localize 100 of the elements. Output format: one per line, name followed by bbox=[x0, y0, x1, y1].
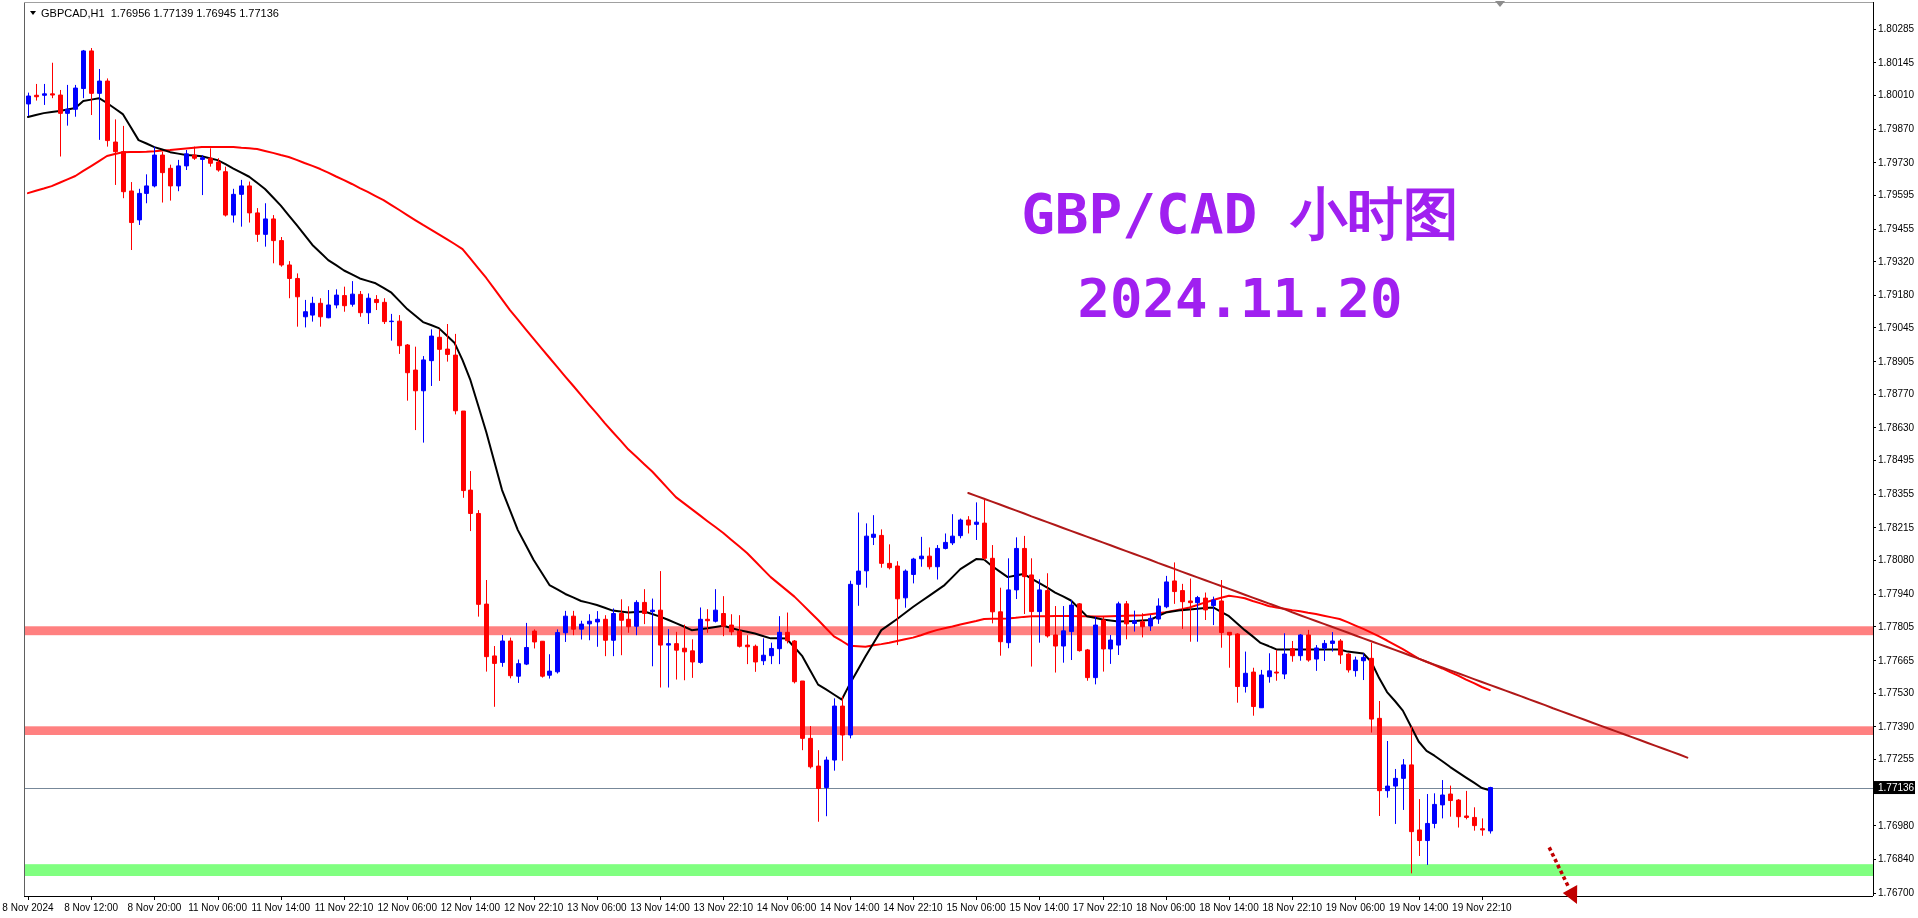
candlestick bbox=[579, 620, 584, 641]
candlestick bbox=[1385, 740, 1390, 799]
candlestick bbox=[374, 294, 379, 311]
y-tick-label: 1.78630 bbox=[1878, 421, 1915, 433]
candlestick bbox=[358, 290, 363, 318]
candlestick bbox=[58, 89, 63, 157]
candlestick bbox=[753, 644, 758, 673]
candlestick bbox=[255, 207, 260, 243]
candlestick bbox=[658, 570, 663, 688]
x-tick-label: 13 Nov 06:00 bbox=[567, 902, 628, 913]
candlestick bbox=[792, 639, 797, 684]
candlestick bbox=[279, 236, 284, 268]
candlestick bbox=[1164, 575, 1169, 609]
candlestick bbox=[168, 164, 173, 202]
x-tick-label: 14 Nov 14:00 bbox=[819, 902, 880, 913]
candlestick bbox=[1401, 758, 1406, 811]
candlestick bbox=[1417, 798, 1422, 857]
candlestick bbox=[1085, 648, 1090, 682]
candlestick bbox=[318, 297, 323, 328]
candlestick bbox=[903, 568, 908, 609]
candlestick bbox=[223, 166, 228, 218]
candlestick bbox=[89, 47, 94, 116]
candlestick bbox=[1124, 600, 1129, 640]
candlestick bbox=[571, 610, 576, 636]
candlestick bbox=[1211, 596, 1216, 626]
y-tick-label: 1.79455 bbox=[1878, 223, 1915, 235]
candlestick bbox=[634, 599, 639, 636]
candlestick bbox=[761, 637, 766, 666]
y-tick-label: 1.79730 bbox=[1878, 156, 1915, 168]
candlestick bbox=[1298, 633, 1303, 662]
y-tick-label: 1.79045 bbox=[1878, 321, 1915, 333]
candlestick bbox=[445, 323, 450, 363]
candlestick bbox=[1361, 652, 1366, 681]
candlestick bbox=[1195, 595, 1200, 643]
y-tick-label: 1.76700 bbox=[1878, 887, 1915, 899]
x-tick-label: 13 Nov 14:00 bbox=[630, 902, 691, 913]
candlestick bbox=[998, 587, 1003, 657]
candlestick bbox=[1251, 667, 1256, 717]
candlestick bbox=[864, 522, 869, 589]
candlestick bbox=[1338, 638, 1343, 665]
candlestick bbox=[1227, 631, 1232, 669]
candlestick bbox=[231, 188, 236, 224]
x-tick-label: 11 Nov 06:00 bbox=[188, 902, 248, 913]
candlestick bbox=[682, 624, 687, 681]
candlestick bbox=[1108, 634, 1113, 665]
x-tick-label: 18 Nov 14:00 bbox=[1199, 902, 1260, 913]
candlestick bbox=[524, 622, 529, 666]
candlestick bbox=[611, 607, 616, 657]
candlestick bbox=[698, 606, 703, 665]
x-tick-label: 11 Nov 22:10 bbox=[314, 902, 374, 913]
candlestick bbox=[808, 725, 813, 769]
candlestick bbox=[1188, 578, 1193, 643]
candlestick bbox=[239, 179, 244, 228]
candlestick bbox=[1409, 726, 1414, 874]
candlestick bbox=[547, 653, 552, 680]
candlestick bbox=[745, 634, 750, 665]
candlestick bbox=[982, 498, 987, 561]
candlestick bbox=[334, 288, 339, 309]
candlestick bbox=[595, 610, 600, 648]
candlestick bbox=[1432, 792, 1437, 829]
candlestick bbox=[105, 77, 110, 148]
candlestick bbox=[516, 659, 521, 684]
x-tick-label: 17 Nov 22:10 bbox=[1072, 902, 1133, 913]
candlestick bbox=[666, 628, 671, 688]
candlestick bbox=[958, 518, 963, 539]
y-tick-label: 1.77530 bbox=[1878, 687, 1915, 699]
y-tick-label: 1.76840 bbox=[1878, 853, 1915, 865]
candlestick bbox=[1061, 605, 1066, 664]
candlestick bbox=[1369, 642, 1374, 734]
candlestick bbox=[200, 154, 205, 196]
candlestick bbox=[887, 543, 892, 570]
x-tick-label: 19 Nov 14:00 bbox=[1388, 902, 1449, 913]
candlestick bbox=[97, 68, 102, 141]
x-tick-label: 19 Nov 06:00 bbox=[1325, 902, 1386, 913]
candlestick bbox=[769, 642, 774, 665]
candlestick bbox=[1235, 632, 1240, 704]
candlestick bbox=[421, 355, 426, 444]
candlestick bbox=[642, 588, 647, 625]
y-tick-label: 1.77665 bbox=[1878, 654, 1915, 666]
candlestick bbox=[1093, 616, 1098, 685]
candlestick bbox=[484, 579, 489, 673]
candlestick bbox=[966, 515, 971, 534]
candlestick bbox=[1006, 557, 1011, 649]
candlestick bbox=[563, 610, 568, 643]
candlestick bbox=[1282, 632, 1287, 680]
candlestick bbox=[729, 613, 734, 636]
candlestick bbox=[674, 631, 679, 681]
candlestick bbox=[1488, 786, 1493, 835]
candlestick bbox=[1267, 652, 1272, 684]
candlestick bbox=[176, 159, 181, 192]
candlestick bbox=[1440, 779, 1445, 819]
y-tick-label: 1.78905 bbox=[1878, 355, 1915, 367]
x-tick-label: 8 Nov 20:00 bbox=[127, 902, 182, 913]
candlestick bbox=[42, 83, 47, 106]
y-tick-label: 1.76980 bbox=[1878, 819, 1915, 831]
candlestick bbox=[1180, 583, 1185, 630]
x-tick-label: 15 Nov 14:00 bbox=[1009, 902, 1070, 913]
candlestick bbox=[943, 532, 948, 550]
candlestick bbox=[587, 613, 592, 641]
candlestick bbox=[1425, 793, 1430, 866]
